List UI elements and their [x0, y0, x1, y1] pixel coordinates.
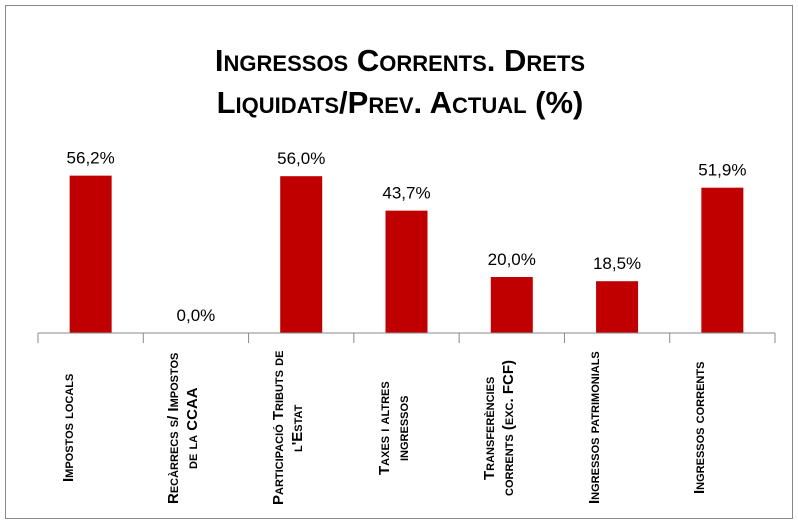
x-tick-label: Ingressos corrents	[691, 361, 709, 495]
x-tick-label: Recàrrecs s/ Impostos de la CCAA	[164, 352, 201, 504]
data-label: 18,5%	[593, 254, 641, 273]
data-label: 0,0%	[177, 306, 216, 325]
bar	[596, 281, 639, 333]
data-label: 43,7%	[382, 184, 430, 203]
chart-title: Ingressos Corrents. Drets Liquidats/Prev…	[214, 43, 586, 120]
data-label: 56,2%	[67, 149, 115, 168]
x-tick-label: Taxes i altres ingressos	[375, 381, 412, 475]
bar	[69, 175, 112, 333]
bar	[701, 187, 744, 333]
x-tick-label: Impostos locals	[59, 373, 77, 483]
data-label: 20,0%	[488, 250, 536, 269]
x-tick-label: Ingressos patrimonials	[586, 351, 604, 505]
data-label: 51,9%	[698, 161, 746, 180]
x-tick-label: Transferències corrents (exc. FCF)	[480, 360, 517, 496]
x-tick-label: Participació Tributs de l'Estat	[270, 350, 307, 506]
bar	[490, 277, 533, 333]
bar	[385, 210, 428, 333]
bar	[280, 176, 323, 333]
data-label: 56,0%	[277, 149, 325, 168]
